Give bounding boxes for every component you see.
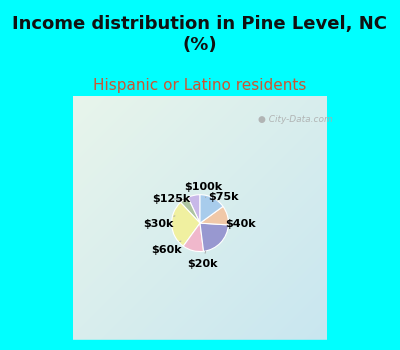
Text: ● City-Data.com: ● City-Data.com [258, 114, 333, 124]
Text: $100k: $100k [184, 182, 222, 198]
Text: Hispanic or Latino residents: Hispanic or Latino residents [93, 78, 307, 93]
Wedge shape [188, 195, 200, 223]
Wedge shape [200, 206, 228, 225]
Text: $75k: $75k [208, 192, 238, 202]
Wedge shape [172, 202, 200, 246]
Wedge shape [180, 197, 200, 223]
Text: $60k: $60k [151, 241, 182, 254]
Text: $30k: $30k [143, 216, 175, 229]
Text: Income distribution in Pine Level, NC
(%): Income distribution in Pine Level, NC (%… [12, 15, 388, 54]
Text: $20k: $20k [187, 251, 217, 269]
Wedge shape [200, 195, 223, 223]
Wedge shape [200, 223, 228, 251]
Text: $125k: $125k [152, 194, 191, 204]
Text: $40k: $40k [225, 219, 256, 229]
Wedge shape [183, 223, 204, 252]
